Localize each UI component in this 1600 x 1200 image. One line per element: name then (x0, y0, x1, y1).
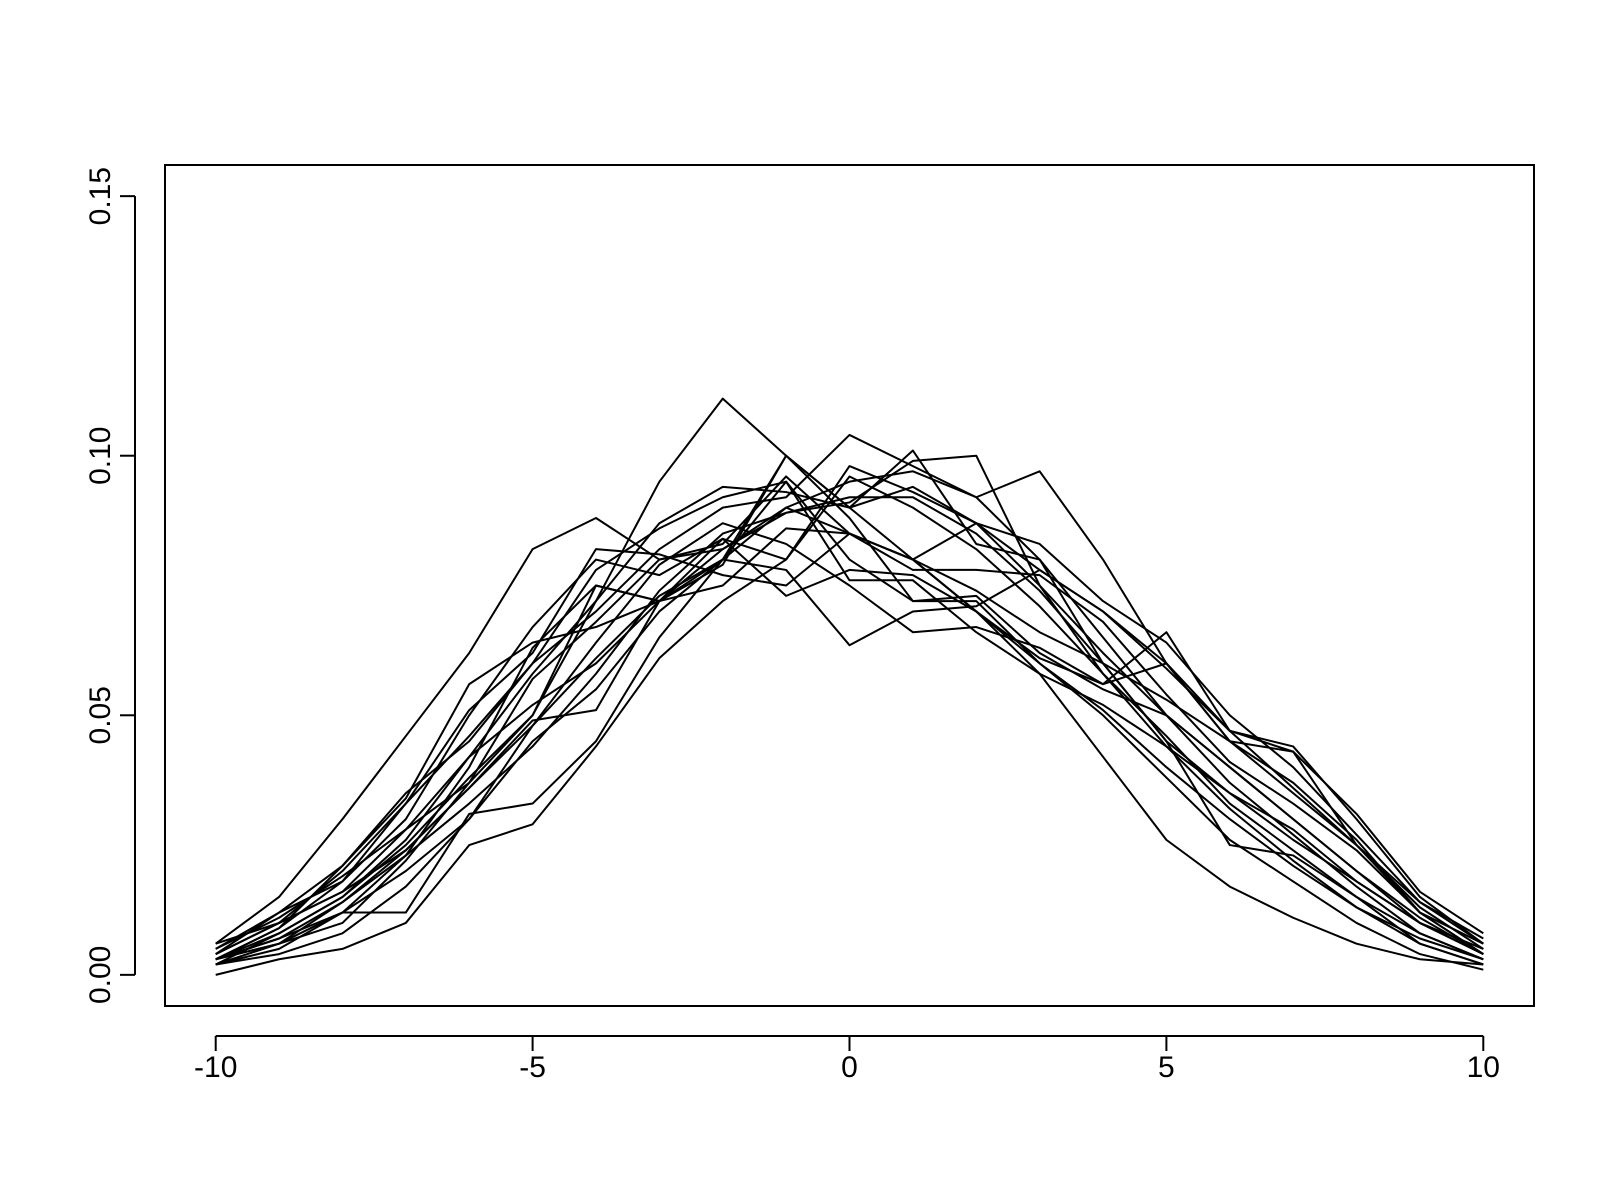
series-line (215, 496, 1484, 966)
y-tick-label: 0.10 (84, 427, 117, 485)
series-line (215, 558, 1484, 966)
series-line (215, 532, 1484, 961)
series-line (215, 454, 1484, 961)
y-tick-label: 0.05 (84, 686, 117, 744)
series-line (215, 475, 1484, 945)
series-line (215, 485, 1484, 966)
series-line (215, 522, 1484, 961)
x-tick-label: -10 (194, 1051, 237, 1084)
series-line (215, 470, 1484, 961)
x-tick-label: -5 (519, 1051, 546, 1084)
x-tick-label: 5 (1158, 1051, 1175, 1084)
series-line (215, 465, 1484, 976)
series-line (215, 475, 1484, 961)
series-line (215, 522, 1484, 966)
series-line (215, 454, 1484, 966)
series-line (215, 433, 1484, 955)
series-line (215, 480, 1484, 971)
x-tick-label: 10 (1467, 1051, 1500, 1084)
y-tick-label: 0.15 (84, 167, 117, 225)
y-tick-label: 0.00 (84, 946, 117, 1004)
plot-box (164, 164, 1535, 1007)
series-line (215, 506, 1484, 966)
series-line (215, 537, 1484, 955)
x-tick-label: 0 (841, 1051, 858, 1084)
series-line (215, 480, 1484, 961)
